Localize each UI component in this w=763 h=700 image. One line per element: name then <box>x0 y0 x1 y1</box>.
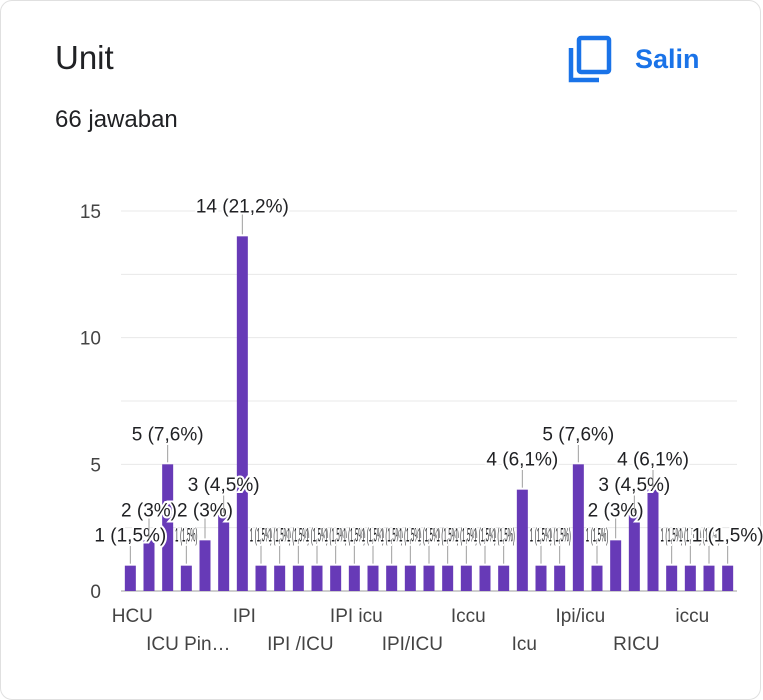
x-tick-label: IPI <box>233 606 256 627</box>
bar <box>442 565 454 591</box>
y-tick-label: 5 <box>90 455 101 476</box>
data-label: 1 (1,5%) <box>306 526 328 547</box>
data-label: 1 (1,5%) <box>324 526 346 547</box>
data-label: 5 (7,6%) <box>132 424 204 445</box>
bar <box>199 540 211 591</box>
bar <box>255 565 267 591</box>
x-tick-label: RICU <box>613 634 659 655</box>
data-label: 1 (1,5%) <box>94 526 166 547</box>
bar <box>572 464 584 591</box>
data-label: 14 (21,2%) <box>196 196 289 217</box>
data-label: 5 (7,6%) <box>542 424 614 445</box>
data-label: 1 (1,5%) <box>399 526 421 547</box>
data-label: 1 (1,5%) <box>250 526 272 547</box>
x-tick-label: iccu <box>675 606 709 627</box>
bar <box>498 565 510 591</box>
bar-chart: 0 5 10 15 1 (1,5%) 2 (3%) 5 (7,6%) 1 (1,5%) 2 (3… <box>80 194 763 655</box>
data-label: 1 (1,5%) <box>679 526 701 547</box>
data-label: 1 (1,5%) <box>692 526 763 547</box>
bar <box>404 565 416 591</box>
data-label: 2 (3%) <box>588 500 644 521</box>
x-tick-label: ICU Pin… <box>146 634 230 655</box>
copy-icon <box>568 35 612 83</box>
data-label: 2 (3%) <box>121 500 177 521</box>
x-tick-label: IPI/ICU <box>382 634 443 655</box>
bar <box>367 565 379 591</box>
x-tick-label: Icu <box>512 634 537 655</box>
y-tick-label: 0 <box>90 582 101 603</box>
data-label: 1 (1,5%) <box>660 526 682 547</box>
bar <box>722 565 734 591</box>
bar <box>647 489 659 591</box>
x-tick-label: HCU <box>112 606 153 627</box>
data-label: 1 (1,5%) <box>175 526 197 547</box>
data-label: 1 (1,5%) <box>380 526 402 547</box>
bar <box>684 565 696 591</box>
bar <box>479 565 491 591</box>
data-label: 4 (6,1%) <box>486 450 558 471</box>
data-label: 1 (1,5%) <box>492 526 514 547</box>
copy-label: Salin <box>635 43 700 74</box>
data-label: 1 (1,5%) <box>343 526 365 547</box>
data-label: 1 (1,5%) <box>548 526 570 547</box>
data-label: 4 (6,1%) <box>617 450 689 471</box>
bar <box>236 236 248 592</box>
data-label: 1 (1,5%) <box>698 526 720 547</box>
bar <box>591 565 603 591</box>
bar <box>274 565 286 591</box>
bar <box>535 565 547 591</box>
response-count: 66 jawaban <box>55 106 178 133</box>
data-label: 1 (1,5%) <box>268 526 290 547</box>
bar <box>703 565 715 591</box>
bar <box>348 565 360 591</box>
data-label: 3 (4,5%) <box>188 475 260 496</box>
data-label: 1 (1,5%) <box>362 526 384 547</box>
bar <box>610 540 622 591</box>
y-tick-label: 15 <box>80 202 101 223</box>
data-label: 1 (1,5%) <box>586 526 608 547</box>
bar <box>292 565 304 591</box>
data-label: 1 (1,5%) <box>530 526 552 547</box>
bar <box>143 540 155 591</box>
bar <box>311 565 323 591</box>
copy-chart-button[interactable]: Salin <box>567 33 700 85</box>
data-label: 2 (3%) <box>177 500 233 521</box>
x-tick-label: IPI icu <box>330 606 383 627</box>
bar <box>386 565 398 591</box>
data-label: 3 (4,5%) <box>598 475 670 496</box>
bar <box>218 515 230 591</box>
data-label: 1 (1,5%) <box>436 526 458 547</box>
bar <box>330 565 342 591</box>
bar <box>124 565 136 591</box>
data-label: 1 (1,5%) <box>287 526 309 547</box>
bar <box>666 565 678 591</box>
x-tick-label: Ipi/icu <box>556 606 606 627</box>
bar <box>516 489 528 591</box>
bar <box>162 464 174 591</box>
y-tick-label: 10 <box>80 329 101 350</box>
data-label: 1 (1,5%) <box>418 526 440 547</box>
bar <box>180 565 192 591</box>
data-label: 1 (1,5%) <box>474 526 496 547</box>
data-label: 1 (1,5%) <box>455 526 477 547</box>
bar <box>460 565 472 591</box>
x-tick-label: Iccu <box>451 606 486 627</box>
bar <box>628 515 640 591</box>
bar <box>423 565 435 591</box>
x-tick-label: IPI /ICU <box>267 634 334 655</box>
question-title: Unit <box>55 39 114 76</box>
bar <box>554 565 566 591</box>
